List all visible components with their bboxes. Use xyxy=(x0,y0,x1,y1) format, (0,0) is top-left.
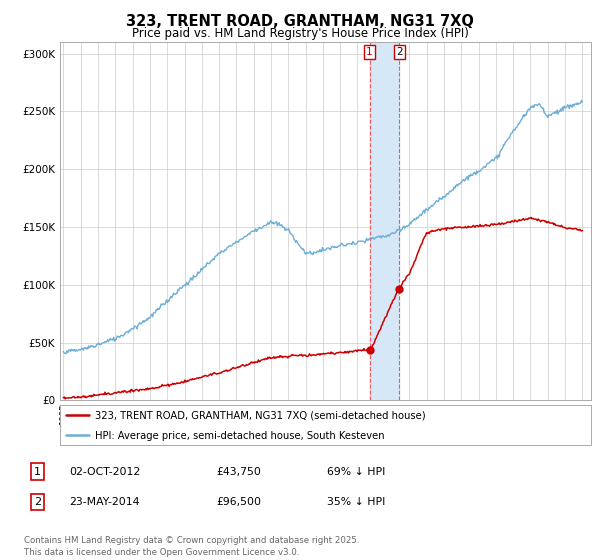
Text: 1: 1 xyxy=(34,466,41,477)
Text: 323, TRENT ROAD, GRANTHAM, NG31 7XQ (semi-detached house): 323, TRENT ROAD, GRANTHAM, NG31 7XQ (sem… xyxy=(95,411,425,421)
Text: 1: 1 xyxy=(366,48,373,57)
Text: 2: 2 xyxy=(396,48,403,57)
Text: 2: 2 xyxy=(34,497,41,507)
Text: £43,750: £43,750 xyxy=(216,466,261,477)
Bar xyxy=(370,42,398,400)
Text: 69% ↓ HPI: 69% ↓ HPI xyxy=(327,466,385,477)
Text: 35% ↓ HPI: 35% ↓ HPI xyxy=(327,497,385,507)
Text: 02-OCT-2012: 02-OCT-2012 xyxy=(69,466,140,477)
Text: £96,500: £96,500 xyxy=(216,497,261,507)
Text: 23-MAY-2014: 23-MAY-2014 xyxy=(69,497,139,507)
Text: HPI: Average price, semi-detached house, South Kesteven: HPI: Average price, semi-detached house,… xyxy=(95,431,384,441)
Text: 323, TRENT ROAD, GRANTHAM, NG31 7XQ: 323, TRENT ROAD, GRANTHAM, NG31 7XQ xyxy=(126,14,474,29)
Text: Price paid vs. HM Land Registry's House Price Index (HPI): Price paid vs. HM Land Registry's House … xyxy=(131,27,469,40)
Text: Contains HM Land Registry data © Crown copyright and database right 2025.
This d: Contains HM Land Registry data © Crown c… xyxy=(24,536,359,557)
